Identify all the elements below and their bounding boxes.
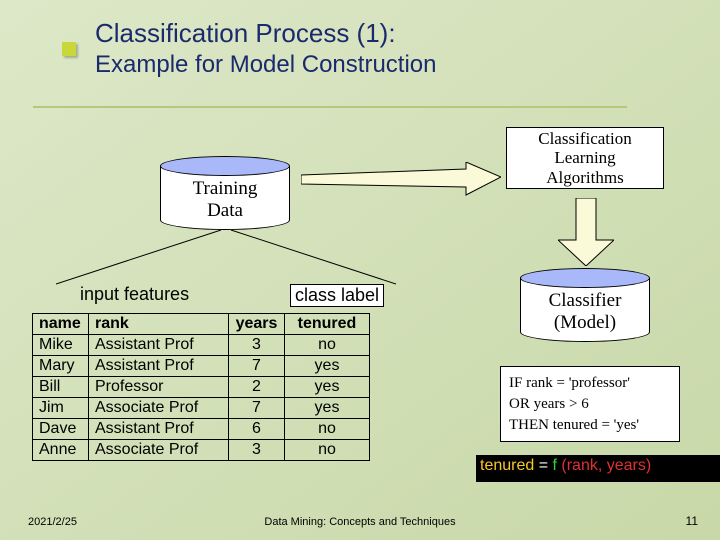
footer-page: 11 — [686, 514, 698, 528]
classifier-cylinder: Classifier(Model) — [520, 268, 650, 342]
input-features-label: input features — [80, 284, 189, 305]
title-line1: Classification Process (1): — [95, 18, 720, 49]
title-underline — [33, 106, 627, 108]
table-row: MikeAssistant Prof3no — [33, 335, 370, 356]
title-line2: Example for Model Construction — [95, 51, 720, 79]
title-bullet — [62, 42, 76, 56]
arrow-to-algorithms-icon — [301, 162, 501, 200]
class-label-label: class label — [290, 284, 384, 307]
table-row: AnneAssociate Prof3no — [33, 440, 370, 461]
footer-center: Data Mining: Concepts and Techniques — [0, 516, 720, 528]
table-row: JimAssociate Prof7yes — [33, 398, 370, 419]
rule-box: IF rank = 'professor' OR years > 6 THEN … — [500, 366, 680, 442]
table-row: DaveAssistant Prof6no — [33, 419, 370, 440]
classifier-label: Classifier(Model) — [520, 290, 650, 334]
table-row: BillProfessor2yes — [33, 377, 370, 398]
rule-line-3: THEN tenured = 'yes' — [509, 415, 671, 436]
cylinder-to-table-connector — [56, 230, 396, 290]
title-block: Classification Process (1): Example for … — [0, 0, 720, 79]
rule-line-1: IF rank = 'professor' — [509, 373, 671, 394]
rule-line-2: OR years > 6 — [509, 394, 671, 415]
training-data-table: namerankyearstenured MikeAssistant Prof3… — [32, 313, 370, 461]
training-data-label: TrainingData — [160, 178, 290, 222]
equation-bar: tenured = f (rank, years) — [476, 455, 720, 482]
arrow-to-classifier-icon — [558, 198, 614, 266]
table-header: rank — [89, 314, 229, 335]
table-header: name — [33, 314, 89, 335]
table-row: MaryAssistant Prof7yes — [33, 356, 370, 377]
table-header: years — [229, 314, 285, 335]
training-data-cylinder: TrainingData — [160, 156, 290, 230]
table-header: tenured — [285, 314, 370, 335]
algorithms-box: ClassificationLearningAlgorithms — [506, 127, 664, 189]
